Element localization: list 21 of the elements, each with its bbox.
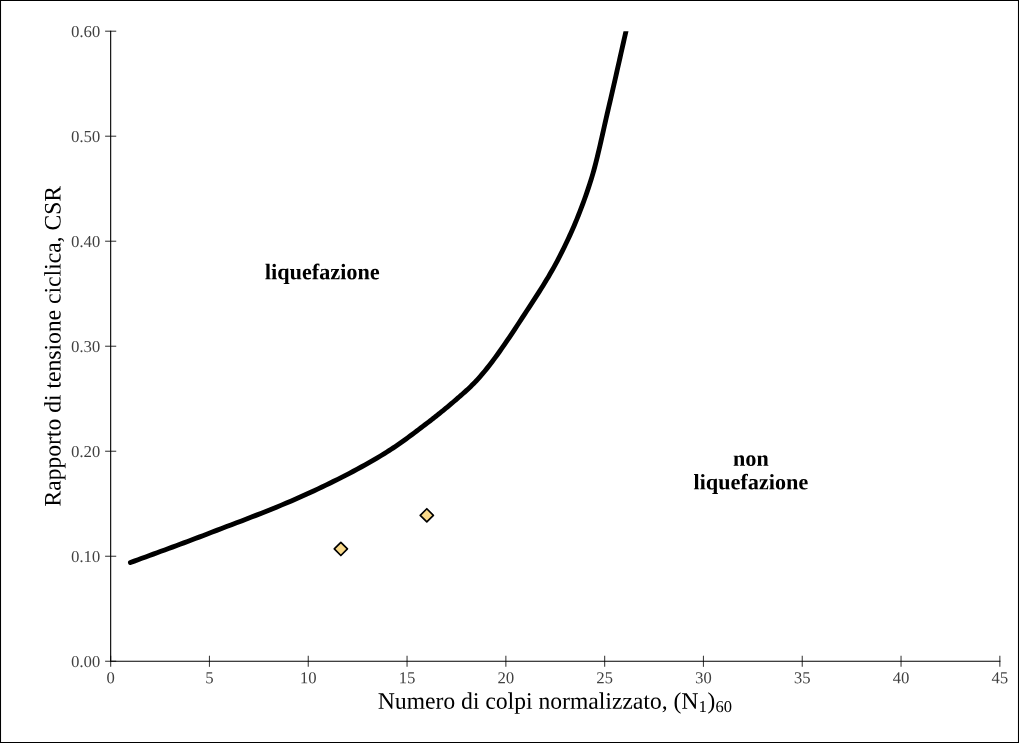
x-tick-label: 0 (107, 672, 115, 684)
y-tick-label: 0.50 (71, 130, 100, 143)
y-axis-title: Rapporto di tensione ciclica, CSR (44, 185, 66, 506)
y-tick-label: 0.20 (71, 445, 100, 458)
y-tick-label: 0.10 (71, 550, 100, 563)
x-tick-label: 15 (400, 672, 415, 684)
x-axis-title: Numero di colpi normalizzato, (N$_{1}$)$_{60}$ (378, 692, 732, 714)
x-tick-label: 20 (498, 672, 514, 684)
x-tick-label: 45 (991, 672, 1008, 684)
x-tick-label: 10 (301, 672, 316, 684)
y-tick-label: 0.60 (71, 25, 100, 38)
y-tick-label: 0.00 (71, 655, 100, 668)
x-tick-label: 25 (597, 672, 613, 684)
x-tick-label: 5 (206, 672, 213, 684)
x-tick-label: 40 (893, 672, 909, 684)
annotation: non liquefazione (693, 455, 808, 495)
x-tick-label: 35 (794, 672, 810, 684)
y-tick-label: 0.40 (71, 235, 100, 248)
y-tick-label: 0.30 (71, 340, 100, 353)
annotation: liquefazione (265, 263, 380, 284)
x-tick-label: 30 (695, 672, 712, 684)
